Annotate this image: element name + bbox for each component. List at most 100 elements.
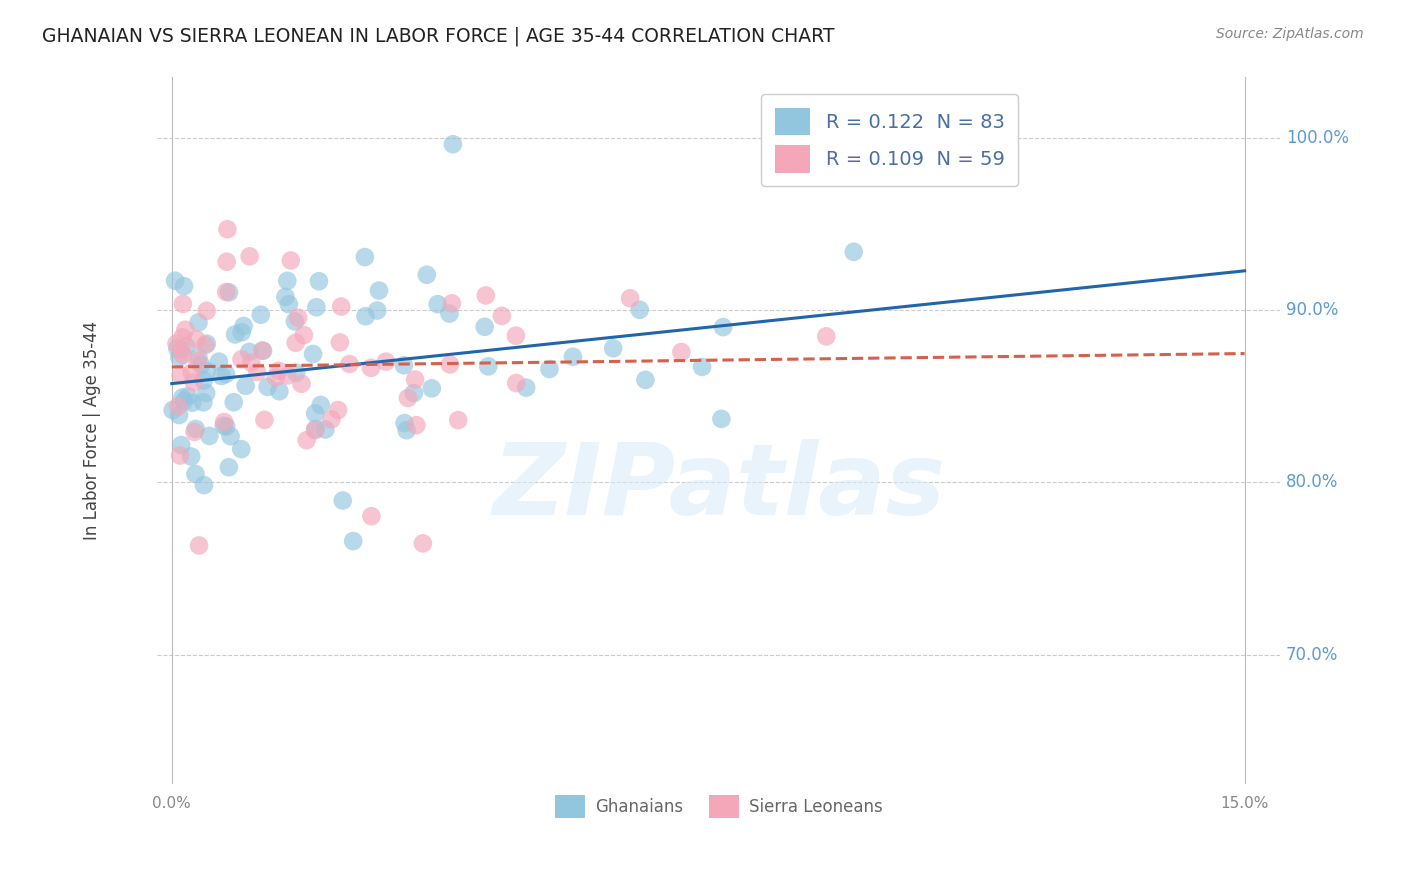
Point <box>304 422 326 436</box>
Point <box>366 303 388 318</box>
Point <box>842 244 865 259</box>
Point <box>284 314 307 328</box>
Point <box>218 285 240 300</box>
Point <box>215 419 238 434</box>
Point <box>505 376 527 390</box>
Text: 15.0%: 15.0% <box>1220 796 1268 811</box>
Point <box>231 352 253 367</box>
Point <box>165 274 187 288</box>
Point <box>474 288 496 302</box>
Point <box>602 341 624 355</box>
Point <box>295 433 318 447</box>
Point <box>309 398 332 412</box>
Point <box>177 389 200 403</box>
Point <box>276 368 298 383</box>
Point <box>339 357 361 371</box>
Point <box>219 429 242 443</box>
Point <box>218 460 240 475</box>
Point <box>274 290 297 304</box>
Point <box>187 315 209 329</box>
Legend: Ghanaians, Sierra Leoneans: Ghanaians, Sierra Leoneans <box>548 788 889 825</box>
Text: 80.0%: 80.0% <box>1286 474 1339 491</box>
Point <box>671 345 693 359</box>
Point <box>277 297 299 311</box>
Point <box>290 376 312 391</box>
Point <box>173 279 195 293</box>
Point <box>439 358 461 372</box>
Point <box>184 467 207 481</box>
Point <box>180 366 202 380</box>
Point <box>477 359 499 374</box>
Point <box>404 372 426 386</box>
Point <box>167 408 190 422</box>
Point <box>239 249 262 263</box>
Point <box>439 307 461 321</box>
Point <box>354 310 377 324</box>
Point <box>276 274 298 288</box>
Point <box>174 323 197 337</box>
Point <box>330 300 353 314</box>
Point <box>169 449 191 463</box>
Point <box>253 413 276 427</box>
Point <box>183 376 205 390</box>
Point <box>249 308 271 322</box>
Point <box>440 296 463 310</box>
Point <box>711 320 734 334</box>
Point <box>208 354 231 368</box>
Point <box>222 395 245 409</box>
Point <box>188 539 211 553</box>
Point <box>187 351 209 365</box>
Point <box>212 415 235 429</box>
Point <box>162 403 184 417</box>
Point <box>246 365 269 379</box>
Point <box>342 534 364 549</box>
Point <box>173 394 195 409</box>
Point <box>304 406 326 420</box>
Text: GHANAIAN VS SIERRA LEONEAN IN LABOR FORCE | AGE 35-44 CORRELATION CHART: GHANAIAN VS SIERRA LEONEAN IN LABOR FORC… <box>42 27 835 46</box>
Point <box>285 366 308 380</box>
Point <box>217 222 239 236</box>
Point <box>170 438 193 452</box>
Point <box>231 325 253 339</box>
Point <box>193 373 215 387</box>
Text: 100.0%: 100.0% <box>1286 128 1348 146</box>
Point <box>314 422 336 436</box>
Point <box>256 380 278 394</box>
Point <box>515 381 537 395</box>
Point <box>396 391 419 405</box>
Point <box>405 418 427 433</box>
Point <box>412 536 434 550</box>
Point <box>562 350 585 364</box>
Point <box>170 368 193 383</box>
Point <box>212 418 235 433</box>
Point <box>186 332 208 346</box>
Point <box>172 297 194 311</box>
Point <box>628 302 651 317</box>
Point <box>292 328 315 343</box>
Point <box>441 137 464 152</box>
Point <box>166 336 188 351</box>
Point <box>193 478 215 492</box>
Point <box>195 304 218 318</box>
Point <box>491 309 513 323</box>
Point <box>505 328 527 343</box>
Point <box>368 284 391 298</box>
Point <box>267 364 290 378</box>
Point <box>269 384 291 399</box>
Point <box>287 310 309 325</box>
Point <box>264 370 287 384</box>
Point <box>304 423 326 437</box>
Point <box>232 318 254 333</box>
Point <box>190 358 212 372</box>
Point <box>184 422 207 436</box>
Point <box>240 355 263 369</box>
Point <box>181 395 204 409</box>
Point <box>815 329 838 343</box>
Point <box>302 347 325 361</box>
Point <box>169 351 191 365</box>
Point <box>280 253 302 268</box>
Point <box>172 348 194 362</box>
Text: 70.0%: 70.0% <box>1286 646 1339 664</box>
Text: In Labor Force | Age 35-44: In Labor Force | Age 35-44 <box>83 321 101 541</box>
Point <box>690 359 713 374</box>
